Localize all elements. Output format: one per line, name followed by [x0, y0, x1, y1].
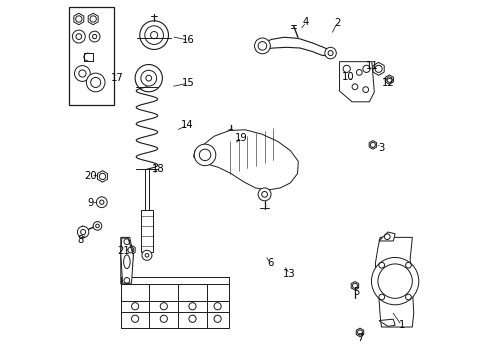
Circle shape: [258, 188, 270, 201]
Text: 9: 9: [88, 198, 94, 208]
Circle shape: [194, 144, 215, 166]
Circle shape: [142, 250, 152, 260]
Text: 13: 13: [283, 269, 295, 279]
FancyBboxPatch shape: [69, 7, 113, 105]
Text: 6: 6: [266, 258, 273, 268]
Text: 5: 5: [352, 287, 359, 297]
Polygon shape: [385, 75, 393, 84]
Polygon shape: [193, 130, 298, 190]
Polygon shape: [350, 282, 358, 290]
Circle shape: [86, 73, 105, 92]
Text: 21: 21: [117, 246, 129, 256]
Polygon shape: [339, 62, 373, 102]
Polygon shape: [356, 328, 363, 337]
Text: 10: 10: [342, 72, 354, 82]
Polygon shape: [126, 245, 135, 255]
Polygon shape: [121, 238, 133, 283]
Polygon shape: [97, 171, 107, 182]
Polygon shape: [74, 13, 83, 25]
Text: 14: 14: [181, 121, 193, 130]
Circle shape: [77, 226, 89, 238]
Polygon shape: [375, 237, 413, 327]
Text: 19: 19: [235, 133, 247, 143]
Text: 4: 4: [303, 17, 309, 27]
Polygon shape: [378, 232, 394, 241]
Polygon shape: [88, 13, 98, 25]
Text: 16: 16: [182, 35, 195, 45]
Text: 18: 18: [152, 163, 164, 174]
Text: 8: 8: [77, 235, 83, 245]
Text: 11: 11: [365, 61, 378, 71]
Text: 20: 20: [84, 171, 97, 181]
Circle shape: [72, 30, 85, 43]
Polygon shape: [141, 211, 152, 252]
Polygon shape: [368, 140, 376, 149]
Text: 2: 2: [333, 18, 340, 28]
Text: 1: 1: [398, 320, 404, 330]
Circle shape: [93, 222, 102, 230]
Circle shape: [324, 47, 336, 59]
Circle shape: [96, 197, 107, 208]
Circle shape: [371, 257, 418, 305]
Circle shape: [89, 31, 100, 42]
Polygon shape: [378, 319, 394, 326]
Polygon shape: [372, 62, 384, 75]
Text: 12: 12: [381, 78, 393, 88]
Text: 15: 15: [181, 78, 194, 88]
Polygon shape: [121, 284, 229, 328]
Text: 7: 7: [356, 333, 363, 343]
Circle shape: [254, 38, 270, 54]
Text: 17: 17: [111, 73, 123, 83]
Circle shape: [74, 66, 90, 81]
Text: 3: 3: [378, 143, 384, 153]
Ellipse shape: [123, 255, 130, 269]
